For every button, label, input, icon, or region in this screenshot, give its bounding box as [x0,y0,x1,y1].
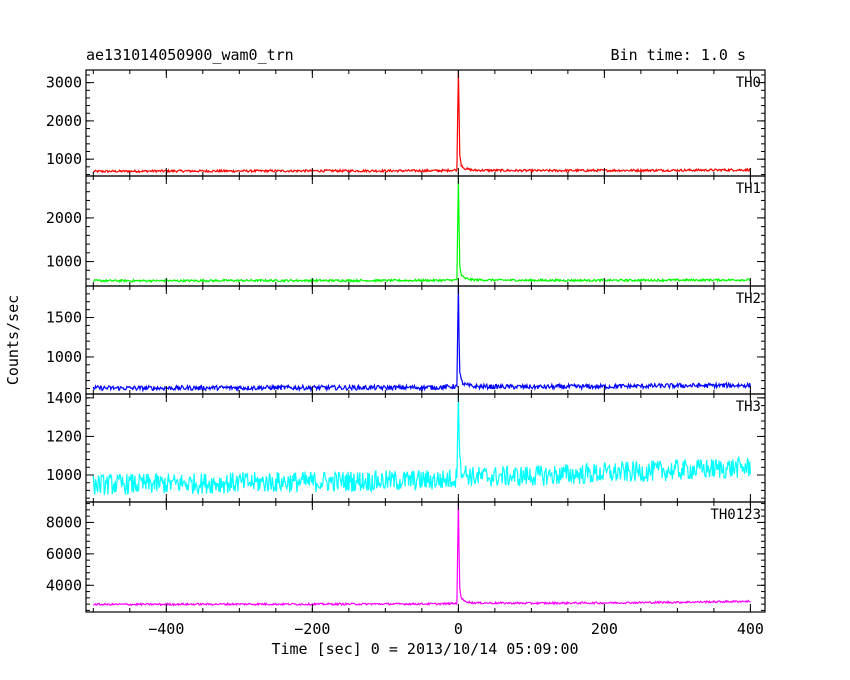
panel-frame [85,175,766,287]
x-tick-label: −400 [148,620,184,638]
series-line-th3 [92,395,751,496]
y-tick-label: 1400 [46,389,82,407]
y-tick-label: 3000 [46,74,82,92]
panel-th3: 1000 1200 1400 TH3 [46,389,766,503]
series-line-th0 [92,71,751,174]
series-line-th1 [93,178,751,284]
y-tick-label: 1500 [46,309,82,327]
x-tick-label: 400 [737,620,764,638]
panel-label-th0123: TH0123 [710,507,761,523]
panel-frame [85,501,766,613]
panel-th0: 1000 2000 3000 TH0 [46,69,766,177]
y-tick-label: 2000 [46,112,82,130]
panel-frame [85,285,766,395]
panel-label-th0: TH0 [736,75,761,91]
panel-label-th2: TH2 [736,291,761,307]
y-tick-label: 8000 [46,513,82,531]
x-tick-label: 200 [591,620,618,638]
series-line-th0123 [93,501,751,607]
x-tick-label: 0 [454,620,463,638]
bin-time-label: Bin time: 1.0 s [611,46,746,64]
y-axis-title: Counts/sec [4,295,22,385]
y-tick-label: 1200 [46,427,82,445]
panel-th2: 1000 1500 TH2 [46,285,766,395]
x-axis-title: Time [sec] 0 = 2013/10/14 05:09:00 [271,640,578,658]
y-tick-label: 1000 [46,466,82,484]
y-tick-label: 6000 [46,545,82,563]
panel-frame [85,69,766,177]
y-tick-label: 1000 [46,348,82,366]
x-tick-label: −200 [294,620,330,638]
panel-label-th1: TH1 [736,181,761,197]
y-tick-label: 2000 [46,209,82,227]
chart-title: ae131014050900_wam0_trn [86,46,294,64]
y-tick-label: 1000 [46,253,82,271]
panel-label-th3: TH3 [736,399,761,415]
y-tick-label: 1000 [46,150,82,168]
panel-th0123: 4000 6000 8000 TH0123 [46,501,766,613]
panel-th1: 1000 2000 TH1 [46,175,766,287]
y-tick-label: 4000 [46,576,82,594]
series-line-th2 [92,285,751,393]
